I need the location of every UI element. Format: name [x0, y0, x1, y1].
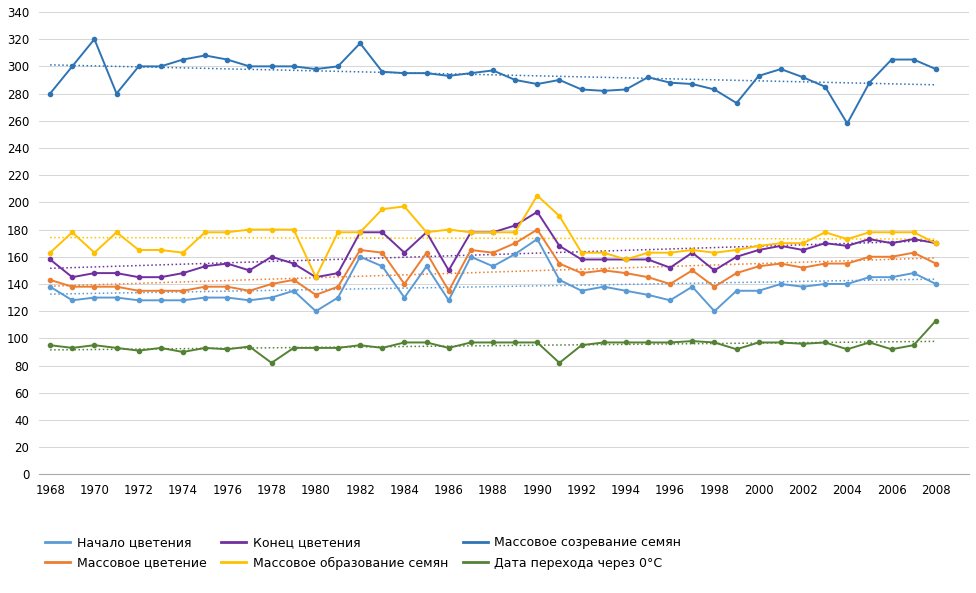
Legend: Начало цветения, Массовое цветение, Конец цветения, Массовое образование семян, : Начало цветения, Массовое цветение, Коне… [45, 536, 681, 570]
